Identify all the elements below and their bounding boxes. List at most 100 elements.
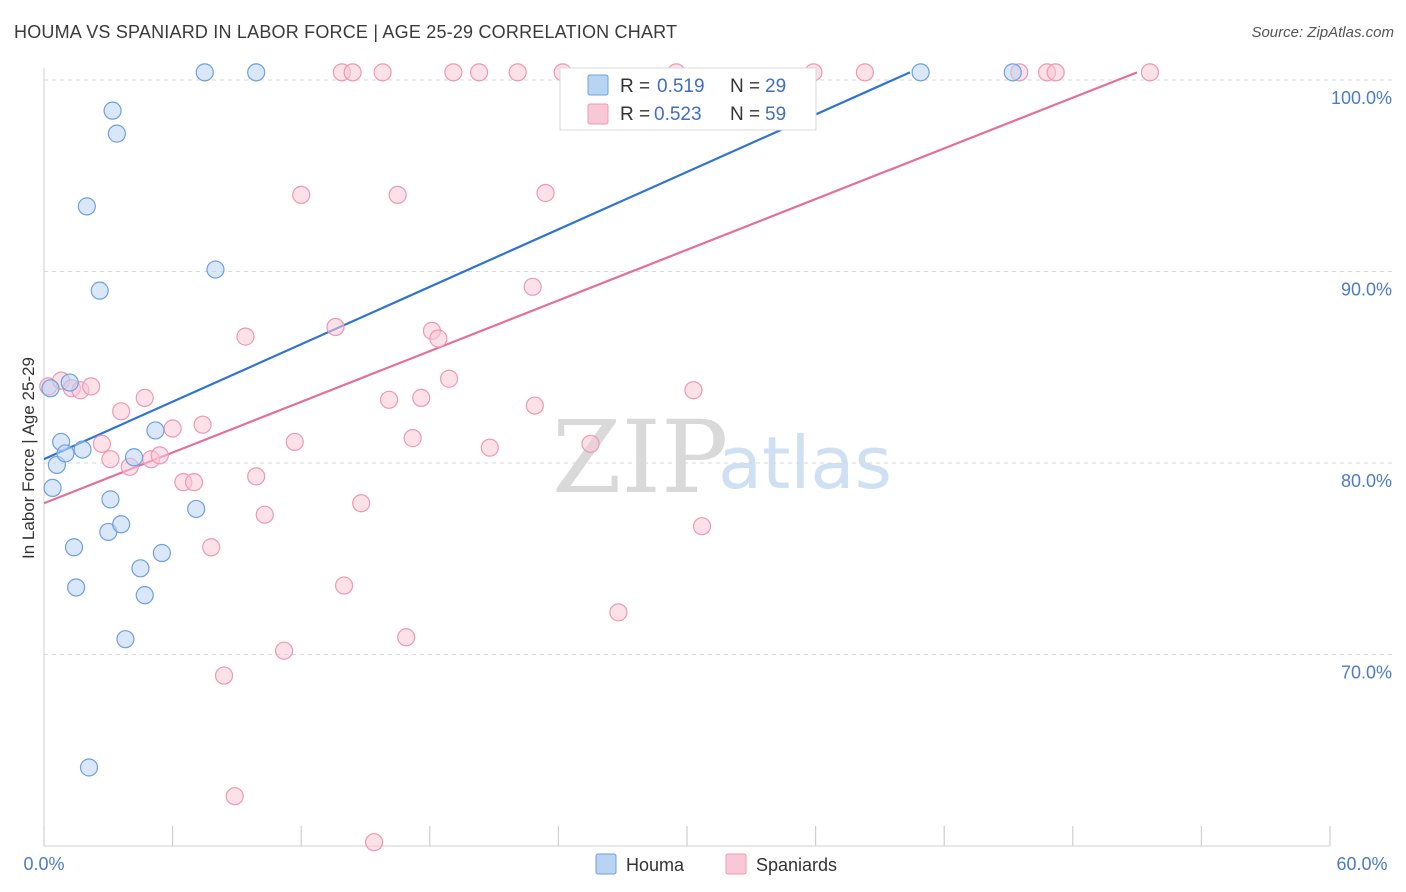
spaniards-point [247, 467, 266, 486]
houma-point [116, 630, 135, 649]
houma-point [64, 538, 84, 557]
spaniards-n-label: N = [730, 104, 760, 125]
spaniards-point [101, 450, 120, 469]
houma-point [103, 101, 122, 120]
spaniards-point [274, 641, 294, 660]
spaniards-point [397, 628, 416, 647]
spaniards-point [692, 517, 712, 536]
spaniards-point [326, 317, 345, 337]
spaniards-point [184, 473, 204, 492]
spaniards-point [163, 419, 182, 438]
houma-trend-line [43, 71, 911, 461]
x-ticks [43, 826, 1331, 846]
houma-point [911, 63, 930, 82]
spaniards-point [214, 666, 234, 685]
houma-point [187, 499, 206, 519]
houma-point [112, 515, 131, 534]
spaniards-r-label: R = [620, 104, 650, 125]
houma-point [152, 543, 171, 563]
spaniards-point [536, 183, 555, 203]
spaniards-point [352, 494, 371, 513]
spaniards-point [412, 388, 431, 407]
houma-point [56, 444, 75, 463]
y-tick-labels: 100.0% 90.0% 80.0% 70.0% [1331, 88, 1392, 683]
houma-point [43, 478, 62, 497]
spaniards-point [480, 438, 499, 457]
houma-point [60, 373, 79, 392]
spaniards-point [525, 396, 544, 415]
series-legend: Houma Spaniards [595, 853, 837, 875]
houma-point [79, 758, 99, 777]
spaniards-point [1046, 63, 1065, 82]
stats-legend: R = 0.519 N = 29 R = 0.523 N = 59 [559, 67, 817, 131]
spaniards-point [684, 381, 703, 400]
spaniards-point [855, 63, 874, 82]
spaniards-point [193, 415, 212, 434]
spaniards-points [39, 63, 1160, 852]
houma-point [195, 63, 214, 82]
spaniards-point [82, 377, 101, 396]
spaniards-point [135, 388, 154, 407]
x-tick-label-left: 0.0% [23, 854, 64, 874]
spaniards-point [292, 185, 311, 204]
spaniards-point [508, 63, 527, 82]
y-tick-label: 90.0% [1341, 280, 1392, 300]
spaniards-point [403, 429, 422, 448]
houma-r-value: 0.519 [657, 76, 705, 97]
spaniards-n-value: 59 [765, 104, 786, 125]
spaniards-point [112, 402, 131, 421]
source-credit: Source: ZipAtlas.com [1251, 24, 1394, 41]
houma-point [77, 197, 96, 216]
gridlines [44, 79, 1392, 655]
houma-points [41, 63, 1022, 777]
spaniards-point [581, 434, 600, 453]
spaniards-legend-swatch [587, 103, 609, 125]
houma-point [247, 63, 266, 82]
houma-point [131, 559, 150, 578]
houma-point [101, 490, 120, 509]
spaniards-point [379, 390, 399, 409]
spaniards-point [150, 446, 169, 465]
spaniards-point [92, 434, 111, 453]
legend-houma-swatch [595, 853, 617, 875]
legend-spaniards-swatch [725, 853, 747, 875]
houma-point [41, 379, 60, 398]
watermark-zip: ZIP [552, 399, 728, 516]
houma-point [124, 448, 144, 467]
spaniards-r-value: 0.523 [654, 104, 702, 125]
houma-point [90, 281, 109, 300]
spaniards-point [364, 833, 384, 852]
spaniards-point [439, 369, 459, 388]
spaniards-point [1140, 63, 1160, 82]
spaniards-point [523, 277, 542, 296]
spaniards-trend-line [43, 71, 1138, 505]
y-axis-label: In Labor Force | Age 25-29 [19, 357, 38, 559]
houma-point [67, 578, 86, 597]
spaniards-point [236, 327, 255, 346]
spaniards-point [609, 603, 628, 622]
spaniards-point [225, 787, 244, 806]
legend-houma-label: Houma [626, 855, 685, 875]
spaniards-point [202, 538, 221, 557]
spaniards-point [469, 63, 489, 82]
spaniards-point [373, 63, 392, 82]
y-tick-label: 100.0% [1331, 88, 1392, 108]
houma-point [1003, 63, 1022, 82]
chart-title: HOUMA VS SPANIARD IN LABOR FORCE | AGE 2… [14, 22, 678, 42]
trend-lines [43, 71, 1138, 505]
spaniards-point [343, 63, 362, 82]
spaniards-point [388, 185, 407, 204]
spaniards-point [429, 329, 448, 348]
houma-point [206, 260, 225, 279]
y-tick-label: 70.0% [1341, 663, 1392, 683]
spaniards-point [255, 505, 274, 524]
houma-point [146, 421, 165, 440]
houma-point [107, 124, 126, 143]
houma-point [135, 586, 154, 605]
houma-n-value: 29 [765, 76, 786, 97]
x-tick-label-right: 60.0% [1336, 854, 1387, 874]
spaniards-point [334, 576, 354, 595]
spaniards-point [444, 63, 463, 82]
houma-point [73, 440, 92, 459]
